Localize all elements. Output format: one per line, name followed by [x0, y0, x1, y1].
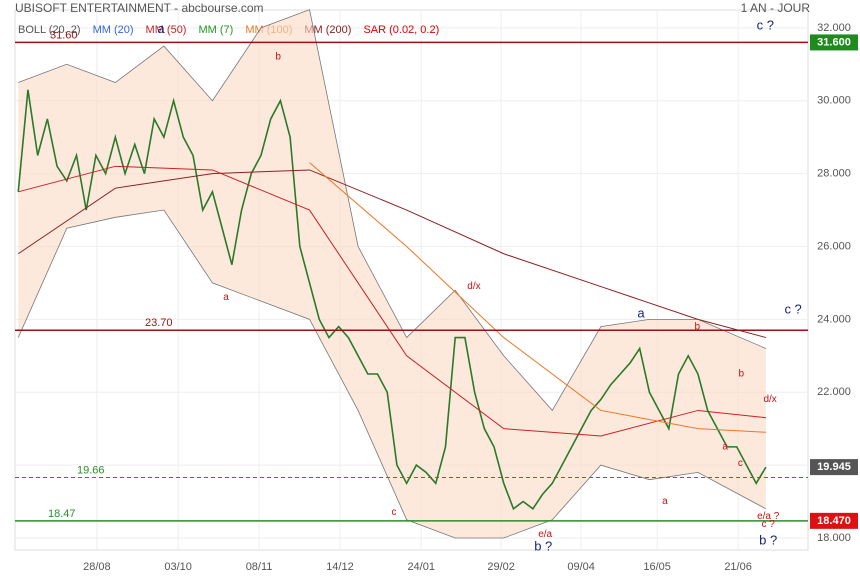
y-tick-label: 24.000 — [817, 313, 851, 325]
wave-label: a — [223, 292, 229, 303]
price-badge-label: 19.945 — [817, 461, 851, 473]
price-badge-label: 31.600 — [817, 36, 851, 48]
x-tick-label: 14/12 — [326, 561, 354, 573]
wave-label: c — [392, 507, 397, 518]
legend-entry: MM (7) — [198, 24, 233, 36]
series-line — [18, 165, 766, 437]
bollinger-lower — [17, 209, 767, 539]
x-tick-label: 03/10 — [164, 561, 192, 573]
wave-label: d/x — [763, 394, 776, 405]
x-tick-label: 29/02 — [487, 561, 515, 573]
wave-label: c ? — [784, 302, 801, 317]
wave-label: b — [275, 52, 281, 63]
wave-label: e/a ? — [757, 511, 780, 522]
legend-entry: BOLL (20, 2) — [18, 24, 81, 36]
y-tick-label: 26.000 — [817, 240, 851, 252]
legend-entry: MM (50) — [146, 24, 187, 36]
level-label: 18.47 — [48, 508, 76, 520]
wave-label: b — [695, 321, 701, 332]
legend-entry: SAR (0.02, 0.2) — [363, 24, 439, 36]
wave-label: a — [637, 305, 645, 320]
series-line — [309, 162, 766, 433]
wave-label: b ? — [534, 539, 552, 554]
bollinger-upper — [18, 9, 767, 412]
level-label: 31.60 — [50, 29, 78, 41]
legend-entry: MM (20) — [93, 24, 134, 36]
price-badge — [810, 459, 858, 476]
wave-label: e/a — [538, 529, 552, 540]
x-tick-label: 16/05 — [643, 561, 671, 573]
wave-label: b ? — [759, 532, 777, 547]
price-badge — [810, 512, 858, 529]
wave-label: b — [739, 369, 745, 380]
bollinger-area — [18, 9, 766, 538]
wave-label: c ? — [762, 519, 776, 530]
x-tick-label: 21/06 — [724, 561, 752, 573]
wave-label: c ? — [757, 17, 774, 32]
wave-label: a — [662, 496, 668, 507]
price-badge — [810, 34, 858, 51]
chart-title: UBISOFT ENTERTAINMENT - abcbourse.com — [15, 1, 264, 15]
x-tick-label: 28/08 — [83, 561, 111, 573]
price-badge-label: 18.470 — [817, 515, 851, 527]
series-line — [17, 169, 767, 339]
level-label: 19.66 — [77, 464, 105, 476]
x-tick-label: 09/04 — [567, 561, 595, 573]
period: 1 AN - JOUR — [741, 1, 811, 15]
level-label: 23.70 — [145, 317, 173, 329]
legend-entry: MM (200) — [304, 24, 351, 36]
series-line — [17, 89, 767, 511]
wave-label: a — [722, 442, 728, 453]
wave-label: c — [738, 458, 743, 469]
wave-label: d/x — [467, 281, 480, 292]
y-tick-label: 28.000 — [817, 168, 851, 180]
x-tick-label: 24/01 — [407, 561, 435, 573]
y-tick-label: 30.000 — [817, 95, 851, 107]
x-tick-label: 08/11 — [246, 561, 273, 573]
y-tick-label: 32.000 — [817, 22, 851, 34]
wave-label: a — [157, 21, 165, 36]
y-tick-label: 22.000 — [817, 386, 851, 398]
y-tick-label: 18.000 — [817, 532, 851, 544]
